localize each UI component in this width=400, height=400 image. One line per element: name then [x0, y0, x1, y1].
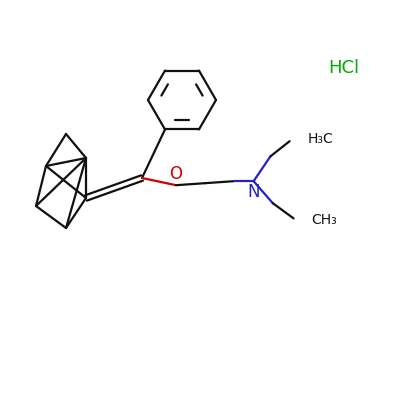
- Text: N: N: [247, 183, 260, 202]
- Text: CH₃: CH₃: [312, 213, 337, 227]
- Text: O: O: [170, 165, 182, 183]
- Text: HCl: HCl: [328, 59, 360, 77]
- Text: H₃C: H₃C: [308, 132, 333, 146]
